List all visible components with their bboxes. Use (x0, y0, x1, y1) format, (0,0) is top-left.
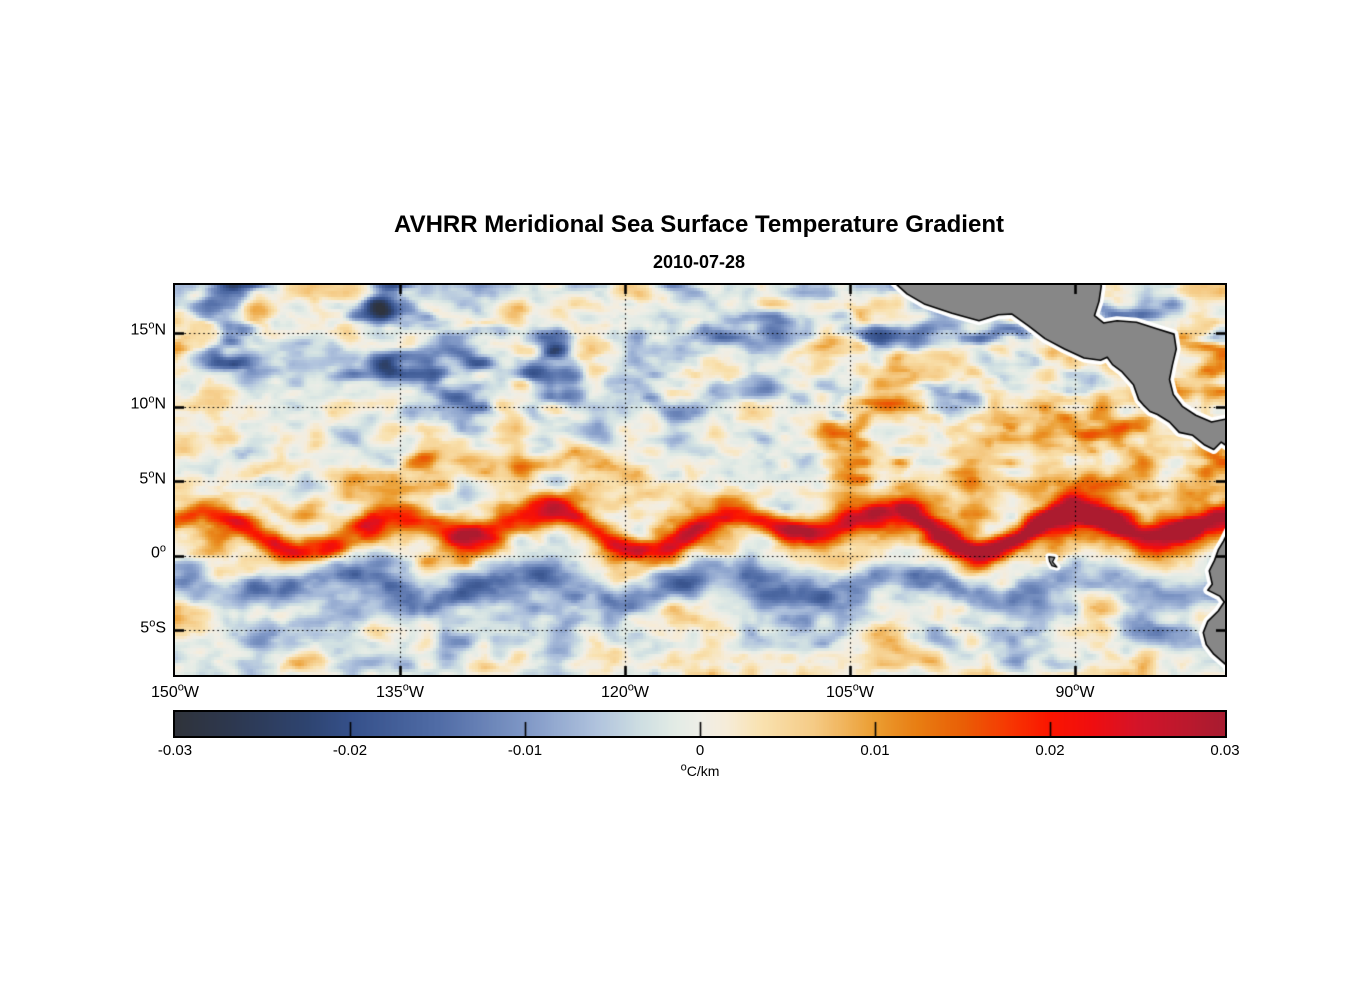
y-tick-label-15n: 15oN (106, 319, 166, 340)
colorbar-tick-label: -0.03 (157, 742, 193, 759)
y-tick-hemisphere: N (154, 470, 166, 488)
x-tick-label-120w: 120oW (601, 681, 649, 702)
x-tick-label-105w: 105oW (826, 681, 874, 702)
x-tick-value: 90 (1055, 684, 1074, 701)
chart-title: AVHRR Meridional Sea Surface Temperature… (394, 211, 1004, 238)
colorbar-tick-label: 0.01 (860, 742, 890, 759)
y-tick-value: 10 (130, 395, 149, 413)
y-tick-value: 0 (150, 544, 160, 562)
y-tick-label-5s: 5oS (106, 617, 166, 638)
y-tick-label-0: 0o (106, 542, 166, 563)
degree-symbol: o (177, 681, 184, 694)
colorbar-tick-label: -0.01 (507, 742, 543, 759)
y-tick-hemisphere: N (154, 321, 166, 339)
y-tick-value: 15 (130, 321, 149, 339)
x-tick-label-90w: 90oW (1055, 681, 1095, 702)
x-tick-hemisphere: W (858, 684, 874, 701)
y-tick-hemisphere: S (155, 619, 166, 637)
y-tick-hemisphere: N (154, 395, 166, 413)
degree-symbol: o (148, 319, 155, 332)
colorbar-tick-label: -0.02 (332, 742, 368, 759)
degree-symbol: o (148, 468, 155, 481)
x-tick-hemisphere: W (633, 684, 649, 701)
x-tick-label-150w: 150oW (151, 681, 199, 702)
x-tick-hemisphere: W (408, 684, 424, 701)
x-tick-value: 150 (151, 684, 178, 701)
y-tick-value: 5 (140, 619, 150, 637)
degree-symbol: o (402, 681, 409, 694)
degree-symbol: o (1073, 681, 1080, 694)
x-tick-value: 135 (376, 684, 403, 701)
degree-symbol: o (149, 617, 156, 630)
degree-symbol: o (627, 681, 634, 694)
y-tick-label-10n: 10oN (106, 393, 166, 414)
degree-symbol: o (159, 542, 166, 555)
degree-symbol: o (148, 393, 155, 406)
chart-date-subtitle: 2010-07-28 (652, 252, 746, 272)
x-tick-hemisphere: W (1079, 684, 1095, 701)
colorbar-gradient-canvas (175, 712, 1225, 736)
y-tick-value: 5 (139, 470, 149, 488)
map-plot-area (173, 283, 1227, 677)
degree-symbol: o (680, 761, 687, 774)
x-tick-hemisphere: W (183, 684, 199, 701)
colorbar-tick-label: 0 (695, 742, 705, 759)
unit-text: C/km (686, 763, 720, 779)
colorbar-tick-label: 0.02 (1035, 742, 1065, 759)
sst-gradient-heatmap-canvas (175, 285, 1225, 675)
colorbar (173, 710, 1227, 738)
colorbar-unit-label: oC/km (680, 761, 720, 779)
x-tick-label-135w: 135oW (376, 681, 424, 702)
degree-symbol: o (852, 681, 859, 694)
y-tick-label-5n: 5oN (106, 468, 166, 489)
x-tick-value: 105 (826, 684, 853, 701)
x-tick-value: 120 (601, 684, 628, 701)
colorbar-tick-label: 0.03 (1210, 742, 1240, 759)
